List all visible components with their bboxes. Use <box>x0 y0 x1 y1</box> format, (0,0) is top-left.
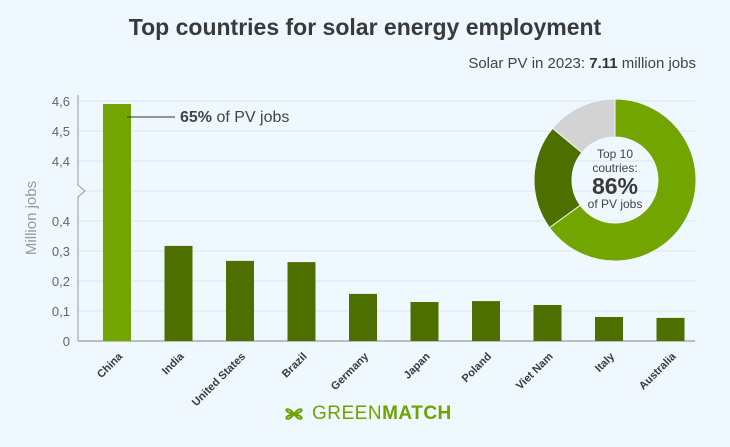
y-tick-label: 4,6 <box>52 94 70 109</box>
donut-slice-3 <box>551 98 616 154</box>
y-tick-label: 0 <box>63 334 70 349</box>
greenmatch-logo: GREENMATCH <box>282 402 452 426</box>
x-tick-label: Viet Nam <box>514 350 556 392</box>
bar-viet-nam <box>533 305 562 341</box>
subtitle-prefix: Solar PV in 2023: <box>468 55 590 72</box>
annotation-text: 65% of PV jobs <box>180 109 289 126</box>
x-tick-label: Australia <box>637 350 679 392</box>
chart-title: Top countries for solar energy employmen… <box>128 14 602 40</box>
donut-center-line1: Top 10 <box>597 147 633 161</box>
x-tick-label: Italy <box>593 350 618 375</box>
y-tick-label: 0,4 <box>52 214 70 229</box>
y-tick-label: 0,1 <box>52 304 70 319</box>
x-tick-label: United States <box>190 351 248 409</box>
y-axis <box>77 95 86 341</box>
x-tick-label: India <box>160 350 187 377</box>
bar-india <box>164 245 193 341</box>
y-tick-label: 0,2 <box>52 274 70 289</box>
subtitle-suffix: million jobs <box>617 55 696 72</box>
bar-china <box>103 104 131 341</box>
bar-brazil <box>287 262 316 341</box>
bar-japan <box>410 302 439 341</box>
brand-bold: MATCH <box>382 403 452 424</box>
x-tick-label: Poland <box>460 351 494 385</box>
brand-light: GREEN <box>312 403 383 424</box>
bar-germany <box>349 293 377 341</box>
x-tick-label: China <box>95 350 126 381</box>
y-axis-label: Million jobs <box>23 181 40 255</box>
y-tick-label: 4,5 <box>52 124 70 139</box>
chart-subtitle: Solar PV in 2023: 7.11 million jobs <box>468 55 696 72</box>
y-tick-label: 0,3 <box>52 244 70 259</box>
clover-icon <box>285 408 303 420</box>
x-tick-label: Japan <box>402 350 433 381</box>
bar-united-states <box>226 260 254 341</box>
donut-center-value: 86% <box>592 173 638 199</box>
bar-poland <box>472 301 500 341</box>
bar-italy <box>595 317 623 341</box>
donut-center-line2: coutries: <box>592 161 637 175</box>
subtitle-value: 7.11 <box>589 55 618 72</box>
donut-center-line3: of PV jobs <box>588 197 643 211</box>
x-tick-label: Brazil <box>280 351 310 381</box>
y-tick-label: 4,4 <box>52 154 70 169</box>
bar-australia <box>656 317 685 341</box>
x-tick-label: Germany <box>329 350 372 393</box>
donut-slice-1 <box>548 98 697 262</box>
